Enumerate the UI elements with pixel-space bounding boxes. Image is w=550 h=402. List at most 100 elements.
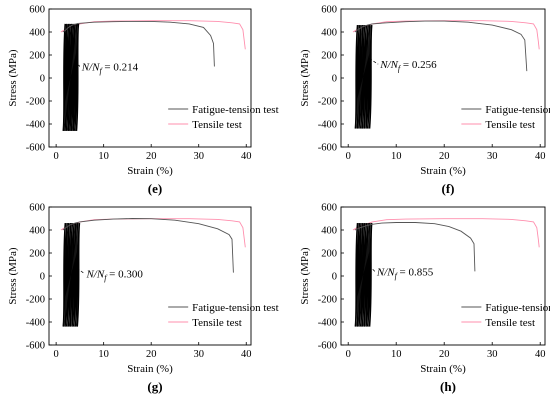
fatigue-cyclic-band <box>62 221 81 327</box>
y-tick-label: -400 <box>26 318 45 329</box>
y-tick-label: -200 <box>26 97 45 108</box>
x-tick-label: 20 <box>439 151 450 162</box>
legend-label: Tensile test <box>192 119 242 131</box>
y-tick-label: -600 <box>26 341 45 352</box>
x-tick-label: 20 <box>146 349 157 360</box>
tensile-series-line <box>60 218 246 248</box>
chart-panel: -600 -400 -200 0 200 400 600 0 10 20 30 40 Strain (%… <box>299 203 550 395</box>
hysteresis-loop <box>74 223 79 327</box>
hysteresis-loop <box>354 25 359 129</box>
hysteresis-loop <box>69 223 74 327</box>
annotation-leader <box>75 60 81 67</box>
plot-frame <box>48 8 252 148</box>
hysteresis-loop <box>359 223 364 327</box>
hysteresis-loop <box>67 223 72 327</box>
x-tick-label: 0 <box>54 349 59 360</box>
fatigue-series-line <box>62 218 234 273</box>
x-tick-label: 0 <box>54 151 59 162</box>
fatigue-series-line <box>354 222 476 272</box>
y-tick-label: 0 <box>40 74 45 85</box>
hysteresis-loop <box>67 23 71 131</box>
fatigue-series-line <box>62 20 215 67</box>
x-axis-label: Strain (%) <box>420 165 466 177</box>
hysteresis-loop <box>368 223 373 327</box>
y-tick-label: 400 <box>321 28 337 39</box>
x-tick-label: 30 <box>487 349 498 360</box>
legend-label: Fatigue-tension test <box>485 302 550 314</box>
y-tick-label: -600 <box>318 341 337 352</box>
y-tick-label: 200 <box>29 51 45 62</box>
panel-label: (h) <box>440 379 456 394</box>
x-tick-label: 40 <box>241 349 252 360</box>
hysteresis-loop <box>69 23 73 131</box>
y-tick-label: -200 <box>318 97 337 108</box>
hysteresis-loop <box>70 23 75 131</box>
x-tick-label: 40 <box>535 151 546 162</box>
y-tick-label: 200 <box>321 249 337 260</box>
y-tick-label: 200 <box>29 249 45 260</box>
panel-label: (g) <box>147 379 162 394</box>
hysteresis-loop <box>368 25 373 129</box>
hysteresis-loop <box>62 23 67 131</box>
y-tick-label: -600 <box>26 143 45 154</box>
tensile-series-line <box>352 20 540 50</box>
y-tick-label: 600 <box>29 203 45 214</box>
hysteresis-loop <box>75 23 80 131</box>
hysteresis-loop <box>76 223 81 327</box>
y-tick-label: 400 <box>29 226 45 237</box>
annotation-label: N/Nf = 0.300 <box>85 269 143 283</box>
tensile-series-line <box>60 20 246 50</box>
y-tick-label: -200 <box>318 295 337 306</box>
fatigue-series-line <box>354 20 528 72</box>
chart-panel: -600 -400 -200 0 200 400 600 0 10 20 30 40 Strain (%… <box>7 203 279 395</box>
x-tick-label: 40 <box>535 349 546 360</box>
y-axis-label: Stress (MPa) <box>299 49 311 106</box>
y-tick-label: 200 <box>321 51 337 62</box>
fatigue-cyclic-band <box>62 22 80 131</box>
annotation-leader <box>369 58 379 65</box>
y-tick-label: -600 <box>318 143 337 154</box>
hysteresis-loop <box>363 223 368 327</box>
hysteresis-loop <box>365 223 369 327</box>
fatigue-cyclic-band <box>354 221 373 327</box>
legend-label: Fatigue-tension test <box>192 104 278 116</box>
hysteresis-loop <box>366 223 371 327</box>
y-tick-label: -200 <box>26 295 45 306</box>
y-tick-label: 600 <box>29 5 45 16</box>
y-tick-label: 400 <box>29 28 45 39</box>
plot-frame <box>48 206 252 346</box>
hysteresis-fill <box>355 221 372 327</box>
hysteresis-loop <box>361 25 366 129</box>
hysteresis-loop <box>359 25 364 129</box>
x-tick-label: 10 <box>98 151 109 162</box>
fatigue-cyclic-band <box>354 23 373 129</box>
x-tick-label: 30 <box>487 151 498 162</box>
y-tick-label: -400 <box>318 120 337 131</box>
annotation-leader <box>76 267 85 274</box>
hysteresis-loop <box>354 223 359 327</box>
hysteresis-fill <box>63 22 78 131</box>
y-tick-label: -400 <box>318 318 337 329</box>
hysteresis-loop <box>62 223 67 327</box>
plot-frame <box>340 8 546 148</box>
x-tick-label: 10 <box>391 151 402 162</box>
chart-panel: -600 -400 -200 0 200 400 600 0 10 20 30 40 Strain (%… <box>7 5 279 197</box>
x-tick-label: 10 <box>391 349 402 360</box>
legend-label: Tensile test <box>485 119 535 131</box>
y-tick-label: -400 <box>26 120 45 131</box>
y-tick-label: 0 <box>332 272 337 283</box>
chart-panel: -600 -400 -200 0 200 400 600 0 10 20 30 40 Strain (%… <box>299 5 550 197</box>
hysteresis-loop <box>366 25 371 129</box>
x-tick-label: 30 <box>193 349 204 360</box>
x-tick-label: 20 <box>439 349 450 360</box>
legend-label: Fatigue-tension test <box>485 104 550 116</box>
legend-label: Tensile test <box>192 317 242 329</box>
y-axis-label: Stress (MPa) <box>7 49 19 106</box>
x-tick-label: 20 <box>146 151 157 162</box>
hysteresis-fill <box>355 23 372 129</box>
x-tick-label: 10 <box>98 349 109 360</box>
legend-label: Tensile test <box>485 317 535 329</box>
x-axis-label: Strain (%) <box>127 363 173 375</box>
y-tick-label: 0 <box>40 272 45 283</box>
